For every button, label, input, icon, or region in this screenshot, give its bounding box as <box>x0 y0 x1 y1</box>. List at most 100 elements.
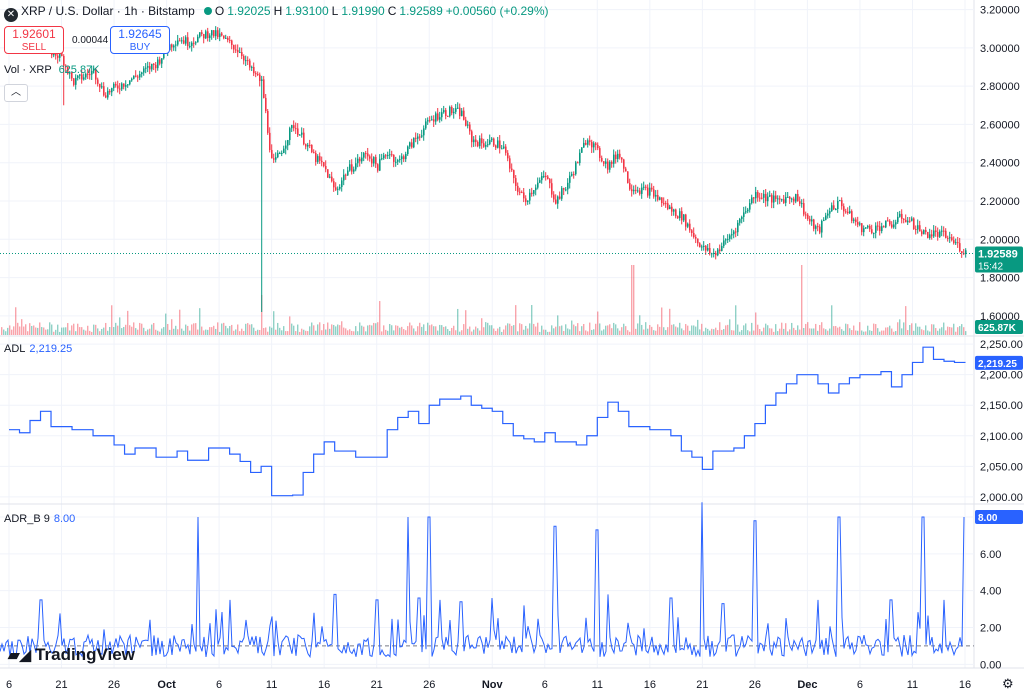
tradingview-logo[interactable]: ▰◢ TradingView <box>8 645 135 665</box>
candle <box>945 230 947 238</box>
candle <box>649 187 651 196</box>
volume-bar <box>431 324 433 335</box>
volume-bar <box>709 330 711 335</box>
volume-bar <box>133 322 135 335</box>
candle <box>177 40 179 45</box>
volume-bar <box>739 331 741 335</box>
volume-bar <box>205 329 207 335</box>
volume-bar <box>587 331 589 335</box>
candle <box>657 194 659 200</box>
volume-bar <box>29 323 31 335</box>
volume-bar <box>809 328 811 335</box>
candle <box>227 37 229 40</box>
price-tick-label: 2.60000 <box>980 119 1020 131</box>
volume-bar <box>881 330 883 335</box>
volume-bar <box>173 328 175 335</box>
candle <box>465 119 467 126</box>
candle <box>591 141 593 148</box>
volume-bar <box>673 324 675 335</box>
buy-button[interactable]: 1.92645 BUY <box>110 26 170 54</box>
candle <box>539 180 541 183</box>
close-value: 1.92589 <box>399 4 443 18</box>
volume-bar <box>433 326 435 335</box>
candle <box>745 211 747 213</box>
volume-bar <box>727 324 729 335</box>
volume-bar <box>827 330 829 335</box>
volume-bar <box>817 330 819 335</box>
volume-bar <box>159 331 161 335</box>
candle <box>373 157 375 164</box>
volume-bar <box>337 324 339 335</box>
candle <box>489 140 491 145</box>
volume-bar <box>649 325 651 335</box>
volume-bar <box>849 328 851 335</box>
volume-bar <box>509 323 511 335</box>
candle <box>271 149 273 159</box>
sell-button[interactable]: 1.92601 SELL <box>4 26 64 54</box>
volume-bar <box>79 327 81 335</box>
candle <box>789 196 791 199</box>
candle <box>513 170 515 179</box>
symbol-title[interactable]: XRP / U.S. Dollar · 1h · Bitstamp <box>21 4 195 18</box>
volume-legend[interactable]: Vol · XRP 625.87K <box>4 64 100 76</box>
volume-bar <box>17 322 19 335</box>
candle <box>719 249 721 251</box>
candle <box>449 106 451 117</box>
candle <box>855 219 857 223</box>
volume-bar <box>45 329 47 335</box>
candle <box>829 211 831 214</box>
adl-legend[interactable]: ADL 2,219.25 <box>4 343 72 355</box>
volume-bar <box>713 329 715 335</box>
candle <box>499 140 501 149</box>
volume-bar <box>377 322 379 335</box>
volume-bar <box>423 324 425 335</box>
candle <box>921 231 923 235</box>
candle <box>699 243 701 248</box>
collapse-legend-button[interactable]: ︿ <box>4 84 28 102</box>
volume-bar <box>927 330 929 335</box>
volume-bar <box>845 323 847 335</box>
volume-bar <box>495 330 497 335</box>
volume-bar <box>523 329 525 335</box>
candle <box>517 185 519 192</box>
volume-bar <box>211 327 213 335</box>
volume-bar <box>61 327 63 335</box>
candle <box>387 154 389 156</box>
volume-bar <box>761 331 763 335</box>
volume-bar <box>583 323 585 335</box>
adrb-legend[interactable]: ADR_B 9 8.00 <box>4 513 75 525</box>
candle <box>695 237 697 239</box>
settings-icon[interactable]: ⚙ <box>1002 676 1014 691</box>
candle <box>411 142 413 148</box>
candle <box>225 37 227 39</box>
candle <box>67 66 69 74</box>
volume-bar <box>323 324 325 335</box>
candle <box>343 174 345 181</box>
candle <box>443 110 445 113</box>
volume-bar <box>937 330 939 335</box>
volume-bar <box>907 330 909 335</box>
time-tick-label: Nov <box>482 679 504 691</box>
candle <box>655 194 657 197</box>
time-tick-label: Dec <box>797 679 817 691</box>
adrb-tick-label: 4.00 <box>980 586 1001 598</box>
candle <box>885 220 887 228</box>
volume-bar <box>327 322 329 335</box>
volume-bar <box>59 331 61 335</box>
candle <box>553 194 555 200</box>
candle <box>765 193 767 202</box>
adrb-badge-value: 8.00 <box>978 513 998 524</box>
volume-bar <box>261 295 263 335</box>
candle <box>531 192 533 194</box>
volume-bar <box>457 308 459 335</box>
candle <box>179 40 181 42</box>
volume-bar <box>297 324 299 335</box>
volume-bar <box>393 330 395 335</box>
volume-bar <box>901 328 903 335</box>
volume-bar <box>435 326 437 335</box>
candle <box>435 113 437 122</box>
volume-bar <box>311 322 313 335</box>
volume-bar <box>193 323 195 335</box>
candle <box>355 163 357 170</box>
